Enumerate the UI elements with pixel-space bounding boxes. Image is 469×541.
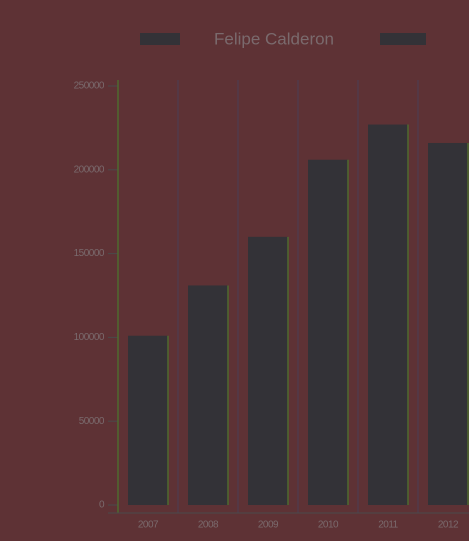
bar — [128, 335, 168, 505]
bar — [368, 124, 408, 505]
x-tick-label: 2012 — [438, 520, 459, 531]
legend-swatch-clipped — [380, 33, 426, 45]
y-tick-label: 100000 — [74, 332, 105, 343]
x-tick-label: 2009 — [258, 520, 279, 531]
x-tick-label: 2007 — [138, 520, 159, 531]
bar — [428, 142, 468, 505]
y-tick-label: 0 — [99, 500, 105, 511]
bar — [308, 159, 348, 505]
legend-swatch — [140, 33, 180, 45]
x-tick-label: 2010 — [318, 520, 339, 531]
y-tick-label: 250000 — [74, 81, 105, 92]
x-tick-label: 2008 — [198, 520, 219, 531]
x-tick-label: 2011 — [378, 520, 398, 531]
y-tick-label: 50000 — [79, 416, 105, 427]
legend-label: Felipe Calderon — [214, 29, 334, 48]
bar — [248, 236, 288, 505]
bar — [188, 285, 228, 505]
y-tick-label: 200000 — [74, 164, 105, 175]
y-tick-label: 150000 — [74, 248, 105, 259]
